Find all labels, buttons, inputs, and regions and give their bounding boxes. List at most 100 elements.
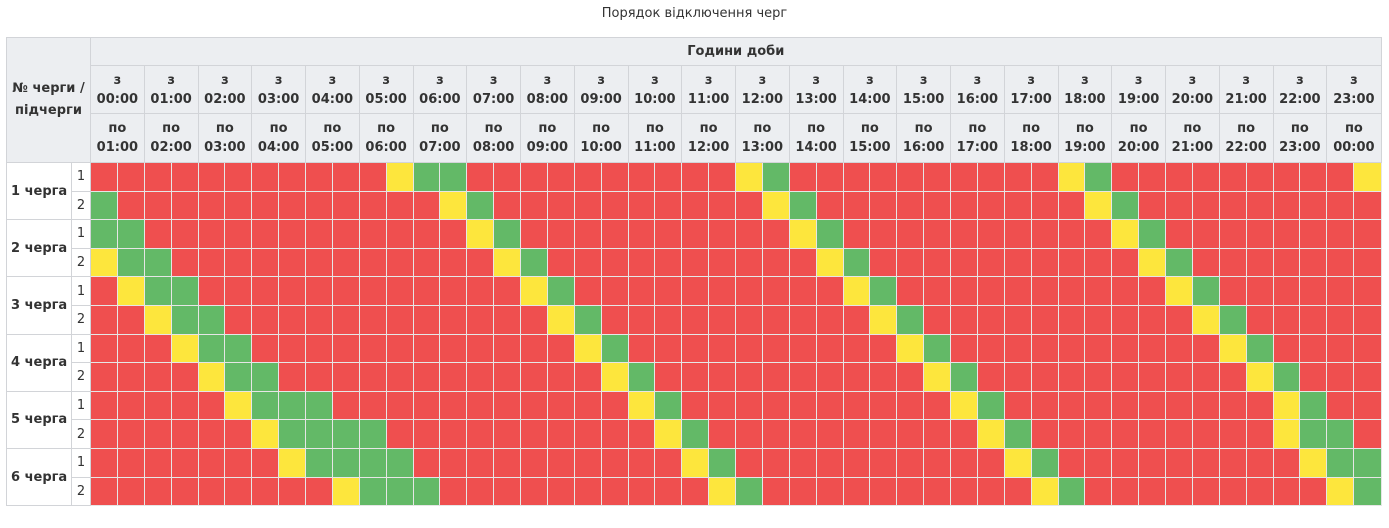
status-cell — [412, 304, 441, 335]
from-time: 01:00 — [150, 91, 192, 107]
status-cell — [788, 419, 817, 449]
status-cell — [493, 419, 521, 449]
status-cell — [143, 419, 172, 449]
status-cell — [439, 304, 468, 335]
status-cell — [278, 447, 306, 478]
status-cell — [1326, 247, 1355, 278]
to-header: по 16:00 — [896, 113, 951, 163]
status-cell — [466, 476, 495, 507]
status-cell — [1218, 390, 1247, 421]
status-cell — [1299, 304, 1328, 335]
status-cell — [305, 162, 333, 192]
status-cell — [654, 447, 683, 478]
status-cell — [116, 190, 145, 221]
status-cell — [520, 390, 548, 421]
status-cell — [1299, 390, 1328, 421]
to-prefix: по — [807, 121, 826, 136]
status-cell — [358, 419, 387, 449]
status-cell — [251, 162, 280, 192]
status-cell — [331, 304, 360, 335]
status-cell — [708, 276, 736, 306]
status-cell — [466, 219, 495, 249]
to-prefix: по — [1344, 121, 1363, 136]
status-cell — [197, 362, 226, 392]
corner-header: № черги / підчерги — [6, 37, 91, 163]
status-cell — [1299, 419, 1328, 449]
status-cell — [493, 219, 521, 249]
status-cell — [1353, 447, 1382, 478]
status-cell — [170, 419, 199, 449]
status-cell — [573, 190, 602, 221]
to-time: 09:00 — [526, 140, 569, 155]
queue-label: 4 черга — [6, 333, 72, 392]
from-time: 15:00 — [902, 91, 945, 107]
status-cell — [1272, 304, 1301, 335]
status-cell — [1272, 276, 1301, 306]
status-cell — [493, 333, 521, 364]
subqueue-label: 2 — [71, 304, 91, 335]
status-cell — [1084, 362, 1113, 392]
status-cell — [305, 333, 333, 364]
status-cell — [197, 162, 226, 192]
subqueue-label: 2 — [71, 476, 91, 507]
status-cell — [896, 362, 925, 392]
from-header: з 05:00 — [358, 65, 414, 114]
status-cell — [654, 162, 683, 192]
to-time: 20:00 — [1117, 140, 1160, 155]
status-cell — [1165, 362, 1193, 392]
status-cell — [1272, 476, 1301, 507]
status-cell — [735, 247, 763, 278]
to-time: 01:00 — [96, 140, 139, 155]
from-prefix: з — [436, 72, 444, 88]
to-prefix: по — [860, 121, 879, 136]
status-cell — [546, 247, 575, 278]
status-cell — [1165, 247, 1193, 278]
status-cell — [278, 219, 306, 249]
from-prefix: з — [1134, 72, 1143, 88]
to-time: 13:00 — [741, 140, 784, 155]
status-cell — [1245, 419, 1274, 449]
to-time: 10:00 — [580, 140, 622, 155]
to-prefix: по — [914, 121, 933, 136]
from-header: з 14:00 — [842, 65, 898, 114]
status-cell — [654, 419, 683, 449]
status-cell — [520, 247, 548, 278]
status-cell — [1218, 162, 1247, 192]
status-cell — [385, 219, 414, 249]
to-header: по 02:00 — [143, 113, 199, 163]
status-cell — [1084, 333, 1113, 364]
status-cell — [90, 362, 118, 392]
status-cell — [842, 190, 871, 221]
status-cell — [842, 362, 871, 392]
to-time: 19:00 — [1064, 140, 1106, 155]
status-cell — [869, 333, 898, 364]
status-cell — [143, 362, 172, 392]
status-cell — [251, 333, 280, 364]
status-cell — [1111, 190, 1140, 221]
subqueue-label: 2 — [71, 190, 91, 221]
status-cell — [708, 190, 736, 221]
subqueue-label: 1 — [71, 276, 91, 306]
status-cell — [520, 447, 548, 478]
status-cell — [950, 276, 978, 306]
status-cell — [600, 304, 629, 335]
queue-label: 5 черга — [6, 390, 72, 449]
status-cell — [627, 247, 656, 278]
status-cell — [923, 419, 951, 449]
to-header: по 19:00 — [1057, 113, 1113, 163]
status-cell — [869, 304, 898, 335]
status-cell — [520, 476, 548, 507]
status-cell — [251, 219, 280, 249]
status-cell — [197, 390, 226, 421]
to-header: по 13:00 — [735, 113, 790, 163]
status-cell — [573, 304, 602, 335]
from-prefix: з — [1081, 72, 1089, 88]
status-cell — [493, 162, 521, 192]
status-cell — [412, 219, 441, 249]
status-cell — [627, 304, 656, 335]
status-cell — [1299, 219, 1328, 249]
status-cell — [331, 162, 360, 192]
status-cell — [385, 247, 414, 278]
status-cell — [546, 362, 575, 392]
status-cell — [627, 476, 656, 507]
